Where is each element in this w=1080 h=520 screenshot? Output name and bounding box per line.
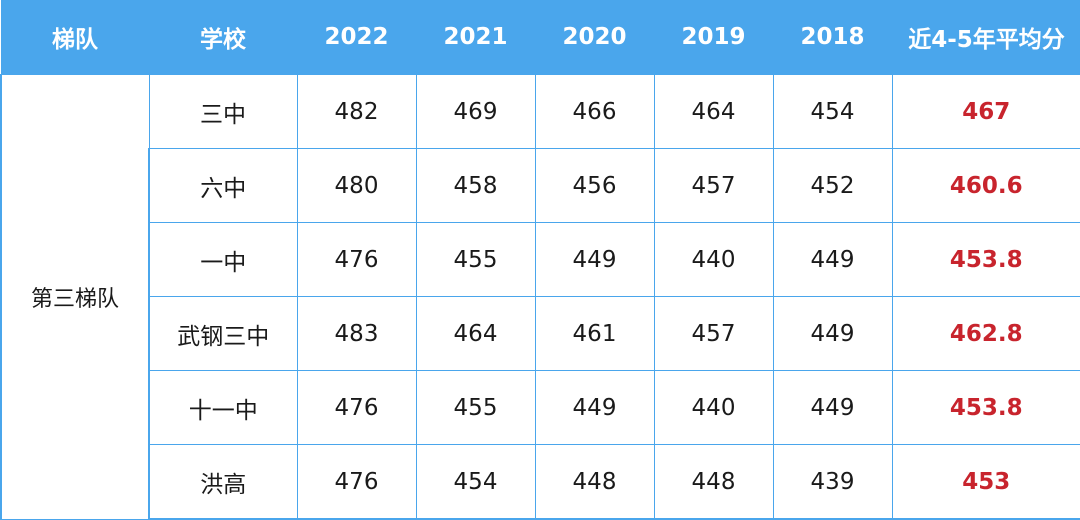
average-cell: 453.8 <box>891 370 1080 445</box>
average-cell: 467 <box>891 74 1080 149</box>
score-cell: 449 <box>534 370 655 445</box>
header-average: 近4-5年平均分 <box>892 0 1080 75</box>
score-cell: 455 <box>415 222 536 297</box>
header-year-2022: 2022 <box>297 0 416 75</box>
score-cell: 456 <box>534 148 655 223</box>
score-cell: 454 <box>415 444 536 520</box>
score-cell: 448 <box>534 444 655 520</box>
header-year-2019: 2019 <box>654 0 773 75</box>
header-row: 梯队 学校 2022 2021 2020 2019 2018 近4-5年平均分 <box>1 0 1080 75</box>
score-cell: 440 <box>653 222 774 297</box>
tier-cell: 第三梯队 <box>0 74 150 520</box>
average-cell: 453 <box>891 444 1080 520</box>
score-cell: 449 <box>772 296 893 371</box>
school-cell: 六中 <box>148 148 298 223</box>
score-cell: 457 <box>653 296 774 371</box>
score-cell: 457 <box>653 148 774 223</box>
score-cell: 476 <box>296 370 417 445</box>
table-row: 武钢三中 483 464 461 457 449 462.8 <box>1 296 1080 371</box>
header-tier: 梯队 <box>1 0 149 75</box>
score-cell: 440 <box>653 370 774 445</box>
score-cell: 454 <box>772 74 893 149</box>
average-cell: 460.6 <box>891 148 1080 223</box>
header-year-2021: 2021 <box>416 0 535 75</box>
school-cell: 十一中 <box>148 370 298 445</box>
score-cell: 439 <box>772 444 893 520</box>
score-cell: 452 <box>772 148 893 223</box>
score-cell: 482 <box>296 74 417 149</box>
school-cell: 一中 <box>148 222 298 297</box>
score-cell: 480 <box>296 148 417 223</box>
table-row: 六中 480 458 456 457 452 460.6 <box>1 148 1080 223</box>
school-cell: 武钢三中 <box>148 296 298 371</box>
score-cell: 466 <box>534 74 655 149</box>
score-cell: 458 <box>415 148 536 223</box>
table-row: 第三梯队 三中 482 469 466 464 454 467 <box>0 74 1080 520</box>
table-row: 一中 476 455 449 440 449 453.8 <box>1 222 1080 297</box>
score-cell: 449 <box>534 222 655 297</box>
score-cell: 464 <box>653 74 774 149</box>
school-cell: 三中 <box>148 74 298 149</box>
header-year-2020: 2020 <box>535 0 654 75</box>
score-cell: 476 <box>296 222 417 297</box>
score-cell: 449 <box>772 222 893 297</box>
header-school: 学校 <box>149 0 297 75</box>
table-row: 洪高 476 454 448 448 439 453 <box>1 444 1080 520</box>
score-cell: 464 <box>415 296 536 371</box>
score-cell: 461 <box>534 296 655 371</box>
table-row: 十一中 476 455 449 440 449 453.8 <box>1 370 1080 445</box>
score-cell: 469 <box>415 74 536 149</box>
score-cell: 449 <box>772 370 893 445</box>
score-cell: 455 <box>415 370 536 445</box>
score-cell: 476 <box>296 444 417 520</box>
average-cell: 453.8 <box>891 222 1080 297</box>
header-year-2018: 2018 <box>773 0 892 75</box>
score-cell: 448 <box>653 444 774 520</box>
school-cell: 洪高 <box>148 444 298 520</box>
average-cell: 462.8 <box>891 296 1080 371</box>
score-cell: 483 <box>296 296 417 371</box>
